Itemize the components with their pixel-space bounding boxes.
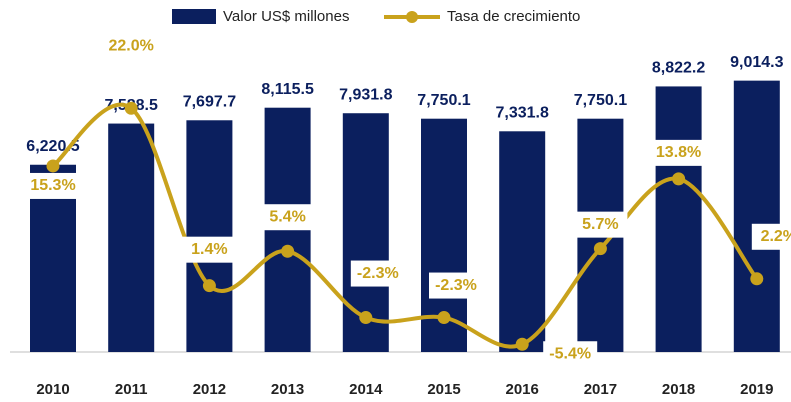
bar-value-label: 8,822.2: [652, 60, 705, 77]
bar-value-label: 7,931.8: [339, 86, 392, 103]
x-tick-label: 2017: [584, 381, 617, 398]
label-box: [182, 236, 237, 263]
line-value-label: -5.4%: [549, 345, 591, 362]
label-box: [573, 211, 628, 238]
label-box: [651, 139, 706, 166]
x-tick-label: 2018: [662, 381, 695, 398]
legend-swatch: [172, 9, 216, 24]
bar-value-label: 7,331.8: [496, 105, 549, 122]
line-marker: [202, 279, 216, 293]
label-box: [104, 33, 159, 60]
legend-label: Tasa de crecimiento: [447, 8, 580, 25]
x-tick-label: 2016: [506, 381, 539, 398]
x-tick-label: 2015: [427, 381, 460, 398]
bar: [108, 123, 155, 352]
line-value-label: 22.0%: [109, 37, 154, 54]
line-marker: [46, 159, 60, 173]
x-tick-label: 2011: [115, 381, 148, 398]
line-value-label: 2.2%: [761, 228, 791, 245]
legend-marker: [406, 11, 418, 23]
bar: [499, 131, 546, 352]
line-marker: [515, 337, 529, 351]
legend-label: Valor US$ millones: [223, 8, 349, 25]
label-box: [543, 341, 598, 368]
bar: [655, 86, 702, 352]
line-marker: [124, 101, 138, 115]
bar: [733, 80, 780, 352]
line-value-label: -2.3%: [435, 277, 477, 294]
x-tick-label: 2019: [740, 381, 773, 398]
growth-line: [51, 102, 759, 349]
line-marker: [281, 244, 295, 258]
bar-value-label: 9,014.3: [730, 54, 783, 71]
bar-value-label: 8,115.5: [261, 81, 314, 98]
x-tick-label: 2012: [193, 381, 226, 398]
x-tick-label: 2010: [36, 381, 69, 398]
line-marker: [359, 311, 373, 325]
line-value-label: 1.4%: [191, 241, 227, 258]
line-value-label: 13.8%: [656, 144, 701, 161]
line-marker: [672, 172, 686, 186]
label-box: [751, 223, 791, 250]
line-value-label: -2.3%: [357, 265, 399, 282]
x-tick-label: 2014: [349, 381, 383, 398]
line-value-label: 5.7%: [582, 216, 618, 233]
line-value-label: 5.4%: [269, 208, 305, 225]
line-marker: [437, 311, 451, 325]
line-value-label: 15.3%: [30, 177, 75, 194]
line-marker: [593, 242, 607, 256]
label-box: [429, 272, 483, 299]
label-box: [350, 260, 405, 287]
x-tick-label: 2013: [271, 381, 304, 398]
bar-value-label: 7,750.1: [417, 92, 470, 109]
label-box: [260, 204, 315, 231]
bar-value-label: 7,697.7: [183, 93, 236, 110]
label-box: [26, 172, 80, 199]
bar-value-label: 7,750.1: [574, 92, 627, 109]
line-marker: [750, 272, 764, 286]
bar: [186, 120, 233, 352]
